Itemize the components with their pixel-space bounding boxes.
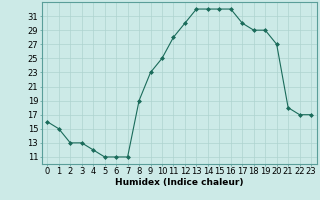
- X-axis label: Humidex (Indice chaleur): Humidex (Indice chaleur): [115, 178, 244, 187]
